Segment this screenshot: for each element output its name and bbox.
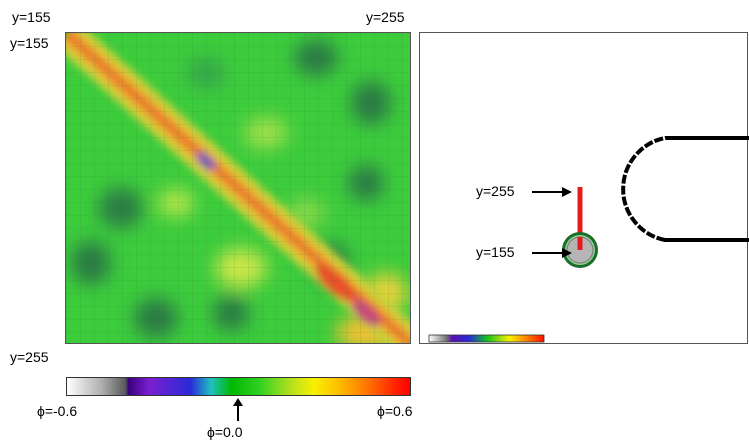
arrow-top-label: y=255	[476, 183, 515, 199]
colorbar-mid-label: ϕ=0.0	[207, 424, 243, 440]
heatmap-grid	[66, 33, 410, 343]
arrow-top-head	[562, 187, 572, 197]
heatmap-x-start-label: y=155	[12, 9, 51, 25]
correlation-heatmap	[65, 32, 411, 344]
heatmap-x-end-label: y=255	[366, 9, 405, 25]
mini-colorbar	[428, 334, 545, 343]
heatmap-y-start-label: y=155	[10, 35, 49, 51]
channel-outline	[621, 136, 749, 242]
heatmap-y-end-label: y=255	[10, 349, 49, 365]
schematic-canvas	[428, 135, 749, 343]
colorbar	[66, 377, 411, 396]
colorbar-min-label: ϕ=-0.6	[37, 403, 78, 419]
geometry-schematic	[419, 32, 749, 344]
heatmap-canvas	[66, 33, 410, 343]
channel-dash-gaps	[620, 135, 666, 243]
arrow-bottom-label: y=155	[476, 244, 515, 260]
colorbar-max-label: ϕ=0.6	[377, 403, 413, 419]
arrow-bottom-head	[562, 248, 572, 258]
colorbar-zero-arrow	[233, 398, 243, 421]
